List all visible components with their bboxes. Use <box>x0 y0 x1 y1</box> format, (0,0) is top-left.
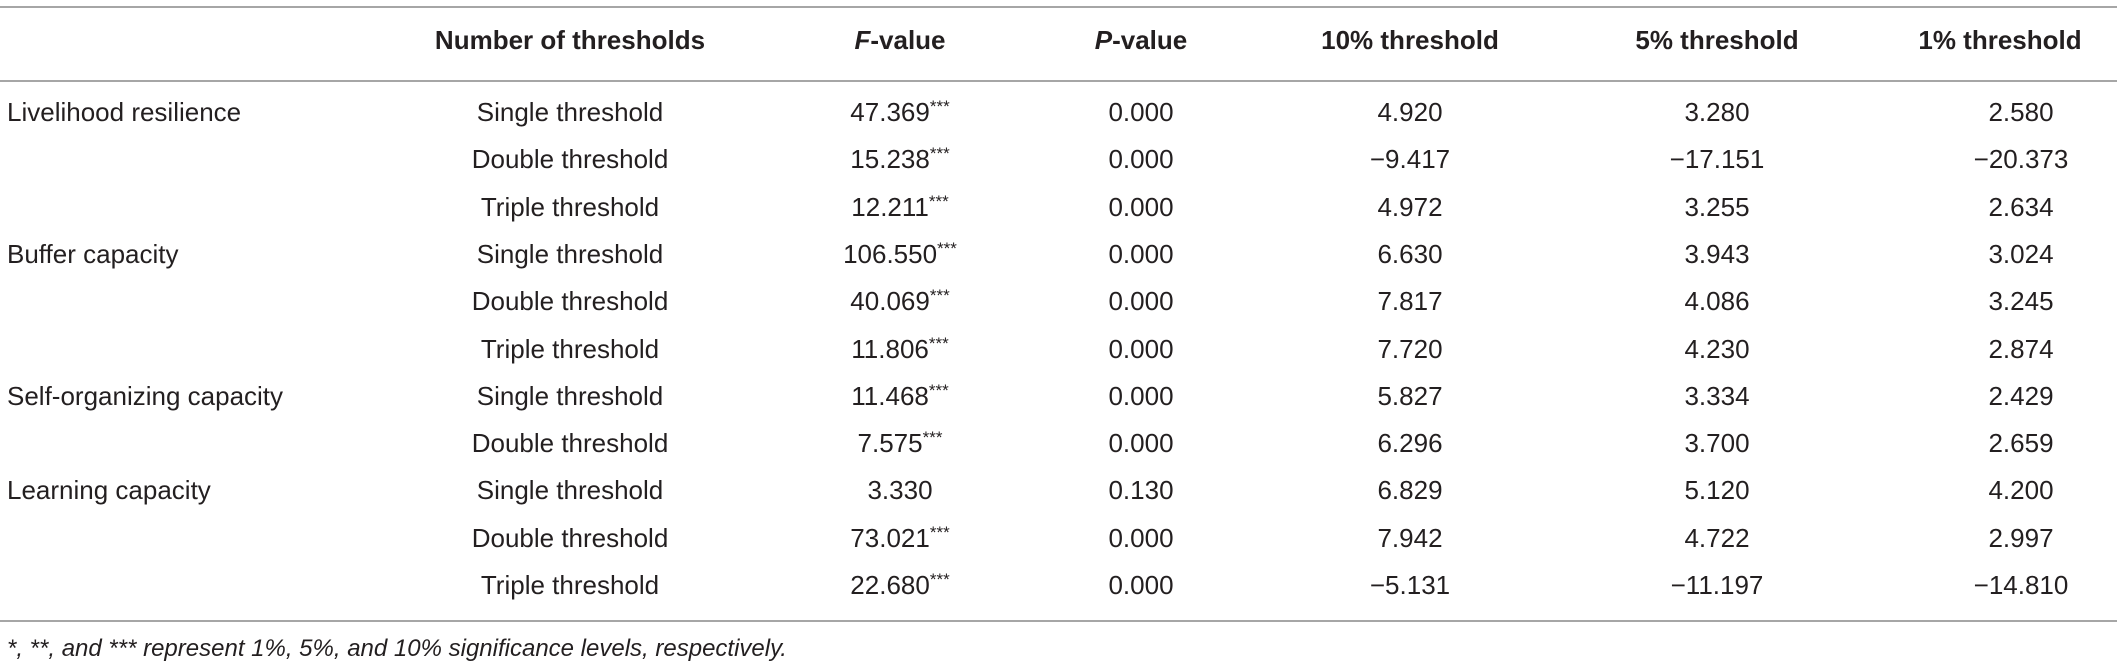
header-cell: 1% threshold <box>1918 25 2081 55</box>
cell: 2.659 <box>1988 428 2054 459</box>
text: 10% threshold <box>1321 25 1499 55</box>
italic-text: F <box>854 25 871 55</box>
cell: 3.255 <box>1684 191 1750 222</box>
cell: 7.942 <box>1377 522 1443 553</box>
italic-text: P <box>1094 25 1113 55</box>
cell: 47.369*** <box>850 97 950 127</box>
cell: 11.806*** <box>851 333 949 364</box>
cell: 3.330 <box>867 475 933 506</box>
cell: 7.720 <box>1377 333 1443 364</box>
cell: −9.417 <box>1369 144 1451 175</box>
group-label: Livelihood resilience <box>7 97 242 127</box>
cell: 0.130 <box>1108 475 1174 506</box>
cell: 0.000 <box>1108 144 1174 175</box>
cell: 6.296 <box>1377 428 1443 459</box>
cell: 6.630 <box>1377 238 1443 269</box>
cell: 2.429 <box>1988 380 2054 411</box>
cell: −11.197 <box>1670 570 1764 600</box>
cell: Single threshold <box>476 97 664 127</box>
cell: 4.086 <box>1684 286 1750 317</box>
cell: 2.580 <box>1988 97 2054 127</box>
cell: 0.000 <box>1108 428 1174 459</box>
group-label: Buffer capacity <box>7 238 179 269</box>
bottom-rule <box>0 620 2117 622</box>
text: Number of thresholds <box>434 25 706 55</box>
cell: 0.000 <box>1108 191 1174 222</box>
cell: 5.827 <box>1377 380 1443 411</box>
cell: 0.000 <box>1108 570 1174 600</box>
cell: 2.997 <box>1988 522 2054 553</box>
text: -value <box>1112 25 1188 55</box>
header-rule <box>0 80 2117 82</box>
cell: 2.874 <box>1988 333 2054 364</box>
text: 5% threshold <box>1635 25 1799 55</box>
cell: 3.280 <box>1684 97 1750 127</box>
cell: Single threshold <box>476 475 664 506</box>
cell: Double threshold <box>471 522 669 553</box>
cell: 3.024 <box>1988 238 2054 269</box>
cell: 106.550*** <box>843 238 957 269</box>
cell: 5.120 <box>1684 475 1750 506</box>
cell: 0.000 <box>1108 333 1174 364</box>
cell: 3.700 <box>1684 428 1750 459</box>
cell: 0.000 <box>1108 522 1174 553</box>
cell: 2.634 <box>1988 191 2054 222</box>
cell: Triple threshold <box>480 333 660 364</box>
cell: Single threshold <box>476 380 664 411</box>
header-cell: 10% threshold <box>1321 25 1499 55</box>
text: -value <box>870 25 946 55</box>
cell: 0.000 <box>1108 380 1174 411</box>
cell: 15.238*** <box>850 144 950 175</box>
cell: 0.000 <box>1108 97 1174 127</box>
cell: −5.131 <box>1369 570 1451 600</box>
group-label: Learning capacity <box>7 475 211 506</box>
cell: 0.000 <box>1108 286 1174 317</box>
cell: 3.943 <box>1684 238 1750 269</box>
cell: 7.817 <box>1377 286 1443 317</box>
cell: 0.000 <box>1108 238 1174 269</box>
cell: 22.680*** <box>850 570 950 600</box>
cell: −20.373 <box>1973 144 2069 175</box>
cell: 12.211*** <box>851 191 949 222</box>
group-label: Self-organizing capacity <box>7 380 284 411</box>
cell: 4.230 <box>1684 333 1750 364</box>
top-rule <box>0 6 2117 8</box>
cell: 4.722 <box>1684 522 1750 553</box>
cell: Triple threshold <box>480 191 660 222</box>
cell: −14.810 <box>1973 570 2069 600</box>
cell: Double threshold <box>471 144 669 175</box>
cell: 3.334 <box>1684 380 1750 411</box>
footnote: *, **, and *** represent 1%, 5%, and 10%… <box>7 635 787 662</box>
cell: 3.245 <box>1988 286 2054 317</box>
cell: 11.468*** <box>851 380 949 411</box>
header-cell: F-value <box>854 25 945 55</box>
cell: −17.151 <box>1669 144 1765 175</box>
cell: 73.021*** <box>850 522 950 553</box>
cell: 7.575*** <box>857 428 943 459</box>
text: 1% threshold <box>1918 25 2082 55</box>
cell: Double threshold <box>471 286 669 317</box>
cell: 6.829 <box>1377 475 1443 506</box>
cell: 40.069*** <box>850 286 950 317</box>
header-cell: Number of thresholds <box>435 25 705 55</box>
cell: Triple threshold <box>480 570 660 600</box>
cell: 4.920 <box>1377 97 1443 127</box>
header-cell: P-value <box>1095 25 1188 55</box>
header-cell: 5% threshold <box>1635 25 1798 55</box>
cell: Single threshold <box>476 238 664 269</box>
cell: 4.972 <box>1377 191 1443 222</box>
cell: 4.200 <box>1988 475 2054 506</box>
cell: Double threshold <box>471 428 669 459</box>
